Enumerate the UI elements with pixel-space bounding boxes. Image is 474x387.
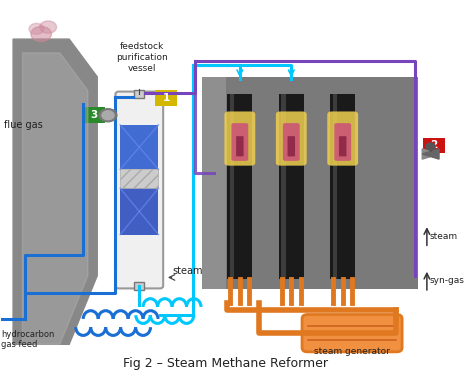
- FancyBboxPatch shape: [227, 94, 253, 279]
- Text: flue gas: flue gas: [4, 120, 43, 130]
- Text: steam: steam: [172, 265, 202, 276]
- Circle shape: [102, 111, 114, 120]
- Text: 2: 2: [430, 140, 438, 151]
- FancyBboxPatch shape: [288, 136, 295, 156]
- FancyBboxPatch shape: [116, 92, 163, 288]
- FancyBboxPatch shape: [224, 111, 255, 166]
- FancyBboxPatch shape: [120, 170, 158, 188]
- Text: steam generator: steam generator: [314, 347, 390, 356]
- FancyBboxPatch shape: [282, 94, 286, 279]
- Text: feedstock
purification
vessel: feedstock purification vessel: [116, 42, 167, 74]
- Text: 3: 3: [91, 110, 98, 120]
- Circle shape: [31, 26, 51, 41]
- FancyBboxPatch shape: [302, 315, 402, 352]
- FancyBboxPatch shape: [83, 107, 105, 123]
- FancyBboxPatch shape: [276, 111, 307, 166]
- FancyBboxPatch shape: [333, 94, 337, 279]
- FancyBboxPatch shape: [230, 94, 234, 279]
- FancyBboxPatch shape: [423, 137, 445, 153]
- Circle shape: [426, 143, 435, 150]
- Circle shape: [40, 21, 56, 33]
- FancyBboxPatch shape: [231, 123, 248, 161]
- FancyBboxPatch shape: [120, 125, 158, 170]
- FancyBboxPatch shape: [155, 90, 177, 106]
- FancyBboxPatch shape: [330, 94, 356, 279]
- Polygon shape: [422, 149, 439, 159]
- Circle shape: [99, 109, 117, 122]
- Text: steam: steam: [429, 232, 457, 241]
- Polygon shape: [13, 39, 97, 344]
- Text: 1: 1: [163, 93, 170, 103]
- Text: Fig 2 – Steam Methane Reformer: Fig 2 – Steam Methane Reformer: [123, 357, 328, 370]
- FancyBboxPatch shape: [334, 123, 351, 161]
- FancyBboxPatch shape: [279, 94, 304, 279]
- Text: hydrocarbon
gas feed: hydrocarbon gas feed: [1, 330, 55, 349]
- FancyBboxPatch shape: [134, 282, 145, 290]
- FancyBboxPatch shape: [120, 188, 158, 235]
- FancyBboxPatch shape: [236, 136, 244, 156]
- FancyBboxPatch shape: [134, 90, 145, 98]
- Polygon shape: [22, 53, 88, 344]
- Polygon shape: [422, 149, 439, 159]
- FancyBboxPatch shape: [202, 77, 418, 289]
- FancyBboxPatch shape: [202, 77, 226, 289]
- Text: syn-gas: syn-gas: [429, 276, 464, 285]
- Circle shape: [29, 23, 44, 34]
- FancyBboxPatch shape: [339, 136, 346, 156]
- FancyBboxPatch shape: [283, 123, 300, 161]
- FancyBboxPatch shape: [327, 111, 358, 166]
